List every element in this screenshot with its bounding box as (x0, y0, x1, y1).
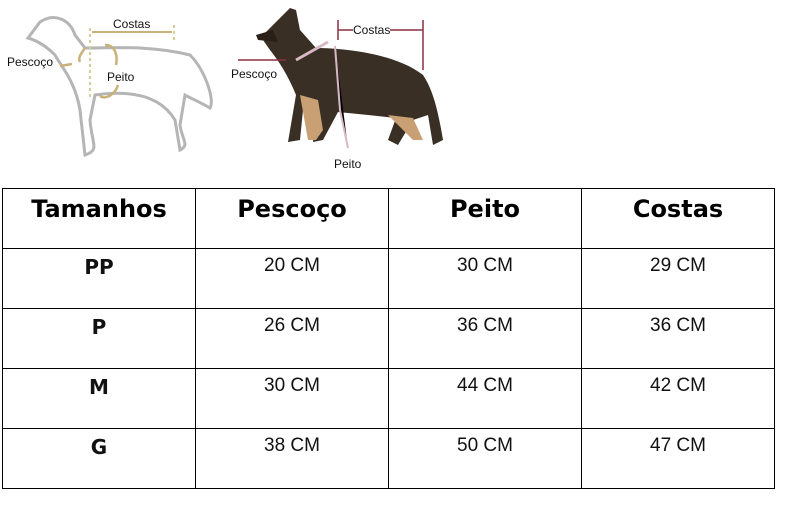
dog-photo-diagram: Costas Pescoço Peito (228, 0, 460, 175)
peito-cell: 50 CM (388, 428, 582, 489)
photo-costas-label: Costas (353, 23, 391, 37)
pescoco-cell: 20 CM (195, 248, 389, 309)
table-row: PP 20 CM 30 CM 29 CM (2, 248, 775, 309)
size-cell: P (2, 308, 196, 369)
size-cell: G (2, 428, 196, 489)
dog-outline-diagram: Costas Pescoço Peito (0, 0, 220, 170)
dog-outline-illustration (25, 16, 213, 158)
peito-cell: 36 CM (388, 308, 582, 369)
outline-peito-label: Peito (107, 70, 135, 84)
pescoco-cell: 38 CM (195, 428, 389, 489)
outline-pescoco-label: Pescoço (7, 55, 54, 69)
header-peito: Peito (388, 188, 582, 249)
size-cell: PP (2, 248, 196, 309)
outline-costas-label: Costas (113, 17, 151, 31)
german-shepherd-illustration (238, 8, 443, 149)
photo-peito-label: Peito (334, 157, 362, 171)
peito-cell: 30 CM (388, 248, 582, 309)
header-tamanhos: Tamanhos (2, 188, 196, 249)
costas-cell: 36 CM (581, 308, 775, 369)
costas-cell: 29 CM (581, 248, 775, 309)
size-cell: M (2, 368, 196, 429)
size-table: Tamanhos Pescoço Peito Costas PP 20 CM 3… (2, 188, 775, 489)
peito-cell: 44 CM (388, 368, 582, 429)
header-pescoco: Pescoço (195, 188, 389, 249)
table-row: G 38 CM 50 CM 47 CM (2, 428, 775, 489)
table-header-row: Tamanhos Pescoço Peito Costas (2, 188, 775, 249)
costas-cell: 42 CM (581, 368, 775, 429)
table-row: M 30 CM 44 CM 42 CM (2, 368, 775, 429)
header-costas: Costas (581, 188, 775, 249)
photo-pescoco-label: Pescoço (231, 67, 278, 81)
table-row: P 26 CM 36 CM 36 CM (2, 308, 775, 369)
pescoco-cell: 30 CM (195, 368, 389, 429)
pescoco-cell: 26 CM (195, 308, 389, 369)
costas-cell: 47 CM (581, 428, 775, 489)
